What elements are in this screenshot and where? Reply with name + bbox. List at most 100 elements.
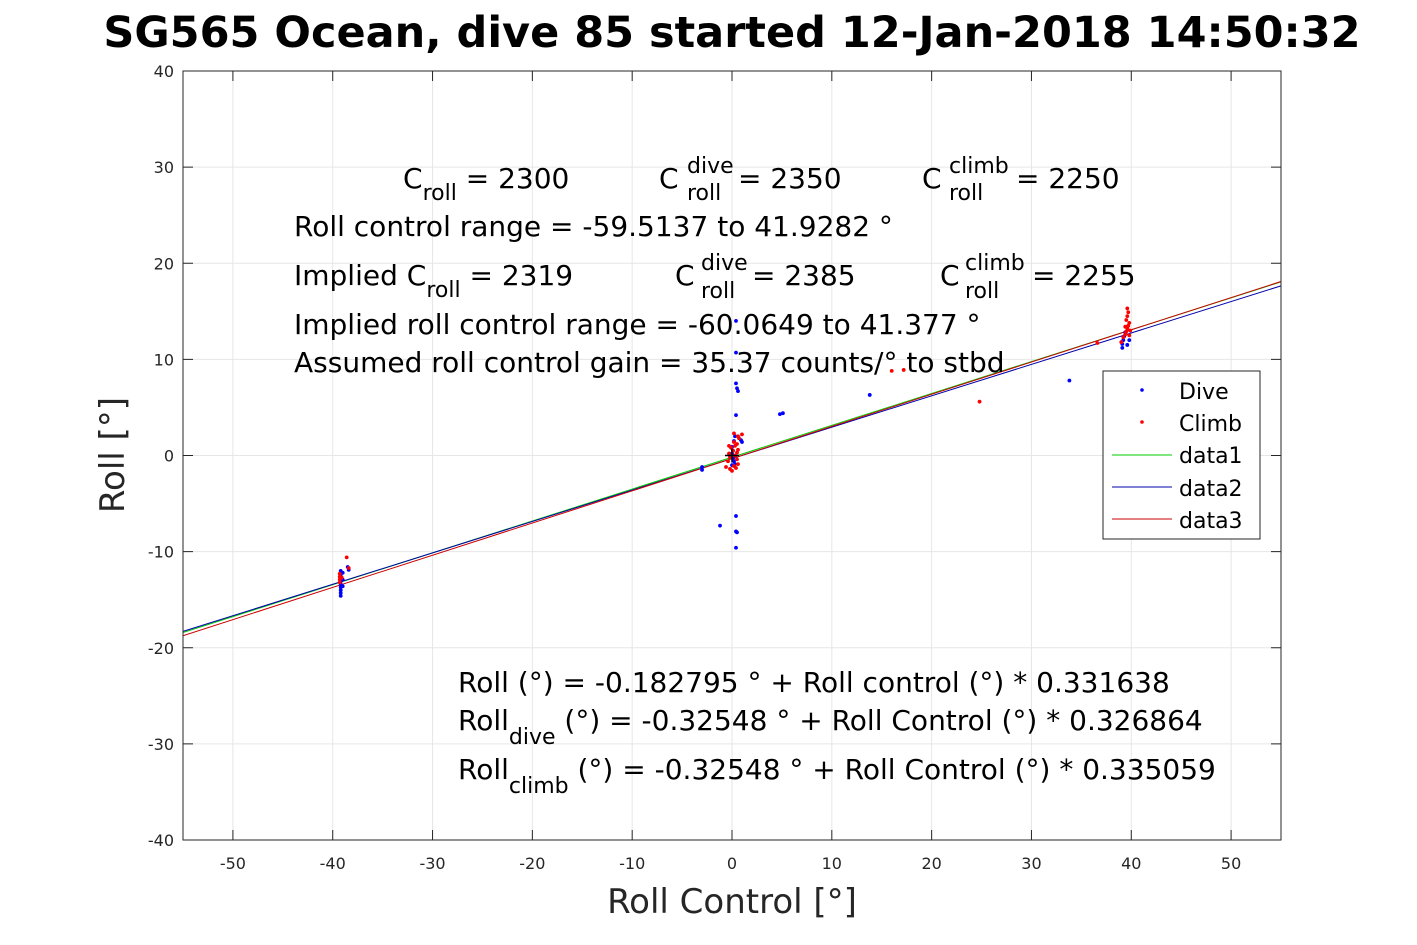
point-dive <box>734 514 738 518</box>
y-tick-label: -10 <box>148 543 174 562</box>
point-dive <box>732 459 736 464</box>
annotation-implied-c-roll-climb: C climb roll = 2255 <box>940 244 1136 305</box>
annotation-implied-range: Implied roll control range = -60.0649 to… <box>294 308 981 341</box>
y-tick-label: 20 <box>154 254 174 273</box>
x-axis-label: Roll Control [°] <box>607 882 857 922</box>
point-dive <box>781 411 785 416</box>
point-climb <box>1124 329 1129 334</box>
point-climb <box>1127 333 1132 338</box>
annotation-fit-all: Roll (°) = -0.182795 ° + Roll control (°… <box>458 666 1170 699</box>
annotation-implied-c-roll-dive: C dive roll = 2385 <box>675 244 856 305</box>
annotation-c-roll-climb: C climb roll = 2250 <box>922 147 1120 207</box>
point-climb <box>344 555 349 560</box>
point-dive <box>740 440 744 444</box>
point-dive <box>340 570 345 575</box>
annotation-implied-c-roll: Implied Croll = 2319 <box>294 259 573 303</box>
chart-title: SG565 Ocean, dive 85 started 12-Jan-2018… <box>103 8 1360 58</box>
point-climb <box>726 459 730 464</box>
point-dive <box>867 393 872 397</box>
point-dive <box>734 381 738 386</box>
annotation-fit-dive: Rolldive (°) = -0.32548 ° + Roll Control… <box>458 704 1203 750</box>
legend-swatch-dive <box>1140 388 1144 392</box>
point-climb <box>732 440 736 444</box>
x-tick-label: 20 <box>921 854 941 873</box>
point-dive <box>700 465 704 469</box>
point-climb <box>727 443 731 448</box>
point-dive <box>735 386 739 391</box>
point-dive <box>778 412 782 417</box>
legend-swatch-climb <box>1140 420 1144 424</box>
x-tick-label: 0 <box>727 854 737 873</box>
point-dive <box>338 588 343 592</box>
point-climb <box>339 575 344 580</box>
point-climb <box>736 447 740 452</box>
point-climb <box>889 369 894 373</box>
point-dive <box>734 350 738 355</box>
point-climb <box>977 399 982 404</box>
legend-label-dive: Dive <box>1179 380 1229 405</box>
point-climb <box>732 431 736 436</box>
point-climb <box>337 580 342 585</box>
point-dive <box>1120 345 1125 350</box>
point-dive <box>1125 343 1130 347</box>
annotation-roll-control-range: Roll control range = -59.5137 to 41.9282… <box>294 210 893 243</box>
point-dive <box>1067 378 1072 383</box>
point-climb <box>727 451 731 456</box>
x-tick-label: -30 <box>419 854 445 873</box>
origin-marker <box>725 448 739 463</box>
legend: Dive Climb data1 data2 data3 <box>1102 370 1261 540</box>
point-climb <box>1125 306 1130 311</box>
point-climb <box>724 465 728 469</box>
point-dive <box>734 545 738 550</box>
point-climb <box>1127 320 1132 325</box>
point-dive <box>338 593 343 598</box>
legend-label-data2: data2 <box>1179 477 1243 502</box>
plot-frame <box>182 70 1282 841</box>
point-dive <box>733 434 737 439</box>
annotation-fit-climb: Rollclimb (°) = -0.32548 ° + Roll Contro… <box>458 753 1216 799</box>
point-climb <box>1123 332 1128 337</box>
x-tick-label: -20 <box>519 854 545 873</box>
point-climb <box>740 432 744 437</box>
y-tick-label: 0 <box>164 447 174 466</box>
x-tick-labels: -50 -40 -30 -20 -10 0 10 20 30 40 50 <box>220 854 1241 873</box>
point-climb <box>1124 318 1129 322</box>
point-dive <box>734 319 738 323</box>
annotation-c-roll-dive: C dive roll = 2350 <box>659 147 842 207</box>
annotation-gain: Assumed roll control gain = 35.37 counts… <box>294 346 1005 379</box>
point-climb <box>346 566 351 570</box>
point-climb <box>1125 314 1130 319</box>
point-climb <box>1121 335 1126 340</box>
point-climb <box>1128 328 1133 333</box>
point-climb <box>735 450 739 455</box>
x-tick-label: -10 <box>619 854 645 873</box>
point-climb <box>735 442 739 446</box>
point-climb <box>1126 310 1131 315</box>
y-tick-label: -30 <box>148 735 174 754</box>
point-climb <box>1126 323 1131 328</box>
point-climb <box>1123 324 1128 329</box>
point-climb <box>1095 341 1100 345</box>
point-dive <box>338 591 343 595</box>
point-dive <box>340 584 345 589</box>
point-climb <box>736 434 740 439</box>
point-dive <box>1127 338 1132 343</box>
x-tick-label: -50 <box>220 854 246 873</box>
y-tick-label: 10 <box>154 350 174 369</box>
point-climb <box>734 466 738 470</box>
point-dive <box>736 389 740 393</box>
point-climb <box>730 468 734 473</box>
x-tick-label: 30 <box>1021 854 1041 873</box>
y-axis-label: Roll [°] <box>93 397 133 513</box>
x-tick-label: 50 <box>1221 854 1241 873</box>
point-dive <box>700 468 704 472</box>
legend-label-climb: Climb <box>1179 412 1242 437</box>
data-points <box>337 306 1133 598</box>
annotation-c-roll: Croll = 2300 <box>403 162 569 206</box>
x-tick-label: 10 <box>822 854 842 873</box>
legend-label-data3: data3 <box>1179 509 1243 534</box>
point-climb <box>337 571 342 576</box>
point-climb <box>1119 340 1124 344</box>
point-dive <box>718 523 722 528</box>
